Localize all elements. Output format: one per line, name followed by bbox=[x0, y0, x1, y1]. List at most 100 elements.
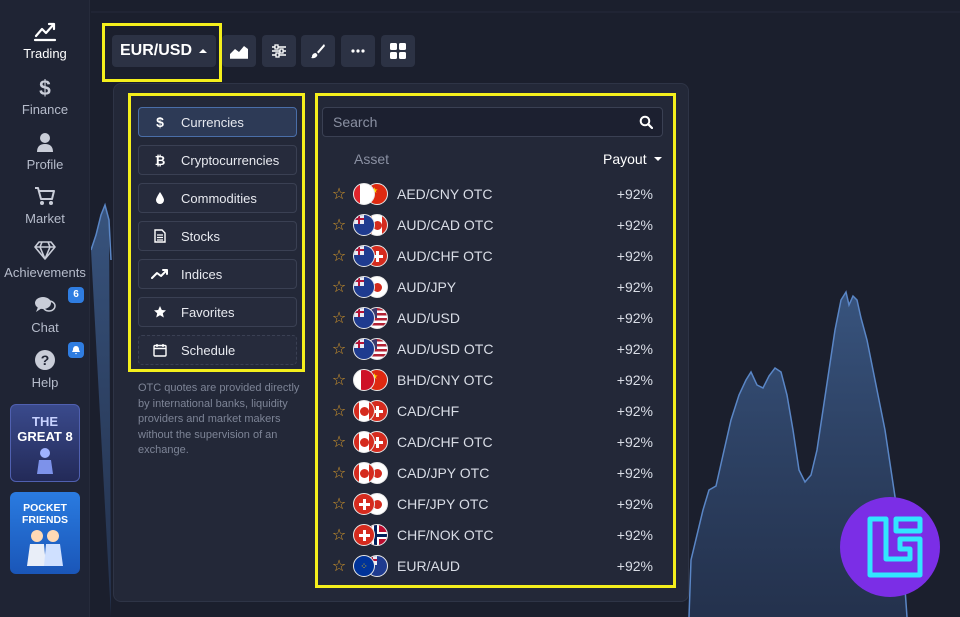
flag-ca-icon bbox=[353, 430, 375, 453]
svg-text:?: ? bbox=[41, 352, 50, 368]
category-label: Commodities bbox=[181, 190, 257, 206]
sidebar-item-profile[interactable]: Profile bbox=[0, 131, 90, 172]
more-icon bbox=[351, 49, 365, 53]
sidebar-item-label: Finance bbox=[21, 102, 69, 117]
asset-search[interactable] bbox=[322, 107, 663, 137]
logo-icon bbox=[867, 516, 923, 578]
more-options-button[interactable] bbox=[341, 35, 375, 67]
sidebar-item-label: Trading bbox=[23, 46, 67, 61]
asset-row[interactable]: ☆ AUD/JPY +92% bbox=[325, 271, 665, 302]
column-payout[interactable]: Payout bbox=[603, 151, 663, 167]
favorite-star-icon[interactable]: ☆ bbox=[331, 371, 347, 389]
asset-row[interactable]: ☆ CAD/CHF OTC +92% bbox=[325, 426, 665, 457]
trend-icon bbox=[151, 269, 168, 279]
sidebar-item-label: Chat bbox=[31, 320, 59, 335]
favorite-star-icon[interactable]: ☆ bbox=[331, 278, 347, 296]
asset-row[interactable]: ☆ AUD/USD +92% bbox=[325, 302, 665, 333]
settings-sliders-icon bbox=[272, 44, 286, 58]
asset-row[interactable]: ☆ CHF/JPY OTC +92% bbox=[325, 488, 665, 519]
asset-row[interactable]: ☆ ★AED/CNY OTC +92% bbox=[325, 178, 665, 209]
category-label: Schedule bbox=[181, 342, 236, 358]
favorite-star-icon[interactable]: ☆ bbox=[331, 433, 347, 451]
layout-grid-button[interactable] bbox=[381, 35, 415, 67]
favorite-star-icon[interactable]: ☆ bbox=[331, 526, 347, 544]
promo-great-8[interactable]: THE GREAT 8 bbox=[10, 404, 80, 482]
category-currencies[interactable]: $ Currencies bbox=[138, 107, 297, 137]
currency-flags bbox=[353, 306, 395, 329]
chat-badge: 6 bbox=[68, 287, 84, 303]
sidebar-item-trading[interactable]: Trading bbox=[0, 20, 90, 61]
sidebar-item-market[interactable]: Market bbox=[0, 185, 90, 226]
asset-row[interactable]: ☆ CAD/JPY OTC +92% bbox=[325, 457, 665, 488]
favorite-star-icon[interactable]: ☆ bbox=[331, 557, 347, 575]
favorite-star-icon[interactable]: ☆ bbox=[331, 464, 347, 482]
asset-payout: +92% bbox=[616, 557, 653, 574]
currency-flags bbox=[353, 461, 395, 484]
asset-payout: +92% bbox=[616, 371, 653, 388]
asset-row[interactable]: ☆ ★BHD/CNY OTC +92% bbox=[325, 364, 665, 395]
favorite-star-icon[interactable]: ☆ bbox=[331, 495, 347, 513]
flag-ch-icon bbox=[353, 523, 375, 546]
chart-type-button[interactable] bbox=[222, 35, 256, 67]
currency-flags bbox=[353, 523, 395, 546]
asset-selector-button[interactable]: EUR/USD bbox=[112, 35, 216, 67]
svg-text:₿: ₿ bbox=[155, 153, 165, 167]
category-indices[interactable]: Indices bbox=[138, 259, 297, 289]
asset-row[interactable]: ☆ CHF/NOK OTC +92% bbox=[325, 519, 665, 550]
drawing-tools-button[interactable] bbox=[301, 35, 335, 67]
category-commodities[interactable]: Commodities bbox=[138, 183, 297, 213]
category-favorites[interactable]: Favorites bbox=[138, 297, 297, 327]
category-stocks[interactable]: Stocks bbox=[138, 221, 297, 251]
favorite-star-icon[interactable]: ☆ bbox=[331, 309, 347, 327]
sidebar-item-chat[interactable]: Chat bbox=[0, 294, 90, 335]
promo-pocket-friends-line2: FRIENDS bbox=[21, 514, 69, 526]
asset-row[interactable]: ☆ AUD/USD OTC +92% bbox=[325, 333, 665, 364]
favorite-star-icon[interactable]: ☆ bbox=[331, 185, 347, 203]
favorite-star-icon[interactable]: ☆ bbox=[331, 340, 347, 358]
sidebar-item-achievements[interactable]: Achievements bbox=[0, 239, 90, 280]
asset-row[interactable]: ☆ AUD/CHF OTC +92% bbox=[325, 240, 665, 271]
caret-up-icon bbox=[199, 49, 207, 53]
category-cryptocurrencies[interactable]: ₿ Cryptocurrencies bbox=[138, 145, 297, 175]
favorite-star-icon[interactable]: ☆ bbox=[331, 216, 347, 234]
currency-flags: ★ bbox=[353, 182, 395, 205]
category-label: Stocks bbox=[181, 228, 221, 244]
flag-ca-icon bbox=[353, 399, 375, 422]
search-input[interactable] bbox=[323, 108, 623, 136]
favorite-star-icon[interactable]: ☆ bbox=[331, 402, 347, 420]
asset-payout: +92% bbox=[616, 526, 653, 543]
flag-ae-icon bbox=[353, 182, 375, 205]
help-notification-badge bbox=[68, 342, 84, 358]
flag-au-icon bbox=[353, 337, 375, 360]
brush-icon bbox=[311, 44, 325, 59]
chat-icon bbox=[35, 297, 56, 312]
asset-name: AUD/JPY bbox=[397, 278, 457, 295]
grid-icon bbox=[390, 43, 406, 59]
search-icon[interactable] bbox=[639, 115, 653, 129]
favorite-star-icon[interactable]: ☆ bbox=[331, 247, 347, 265]
promo-pocket-friends[interactable]: POCKET FRIENDS bbox=[10, 492, 80, 574]
caret-down-icon bbox=[653, 157, 662, 161]
flag-ca-icon bbox=[353, 461, 375, 484]
promo-pocket-friends-line1: POCKET bbox=[23, 502, 67, 514]
asset-name: BHD/CNY OTC bbox=[397, 371, 494, 388]
diamond-icon bbox=[34, 241, 56, 260]
asset-name: CHF/JPY OTC bbox=[397, 495, 489, 512]
category-schedule[interactable]: Schedule bbox=[138, 335, 297, 365]
area-chart-icon bbox=[230, 46, 248, 59]
asset-row[interactable]: ☆ CAD/CHF +92% bbox=[325, 395, 665, 426]
indicators-button[interactable] bbox=[262, 35, 296, 67]
otc-info-note: OTC quotes are provided directly by inte… bbox=[138, 382, 300, 456]
asset-payout: +92% bbox=[616, 216, 653, 233]
asset-payout: +92% bbox=[616, 495, 653, 512]
chart-line-icon bbox=[33, 22, 57, 42]
sidebar-item-finance[interactable]: $ Finance bbox=[0, 76, 90, 117]
asset-row[interactable]: ☆ ⁘ EUR/AUD +92% bbox=[325, 550, 665, 581]
currency-flags bbox=[353, 244, 395, 267]
flag-au-icon bbox=[353, 213, 375, 236]
promo-great-8-line1: THE bbox=[32, 414, 58, 429]
people-icon bbox=[27, 530, 63, 566]
sidebar-item-help[interactable]: ? Help bbox=[0, 349, 90, 390]
asset-row[interactable]: ☆ AUD/CAD OTC +92% bbox=[325, 209, 665, 240]
sidebar-item-label: Market bbox=[25, 211, 65, 226]
